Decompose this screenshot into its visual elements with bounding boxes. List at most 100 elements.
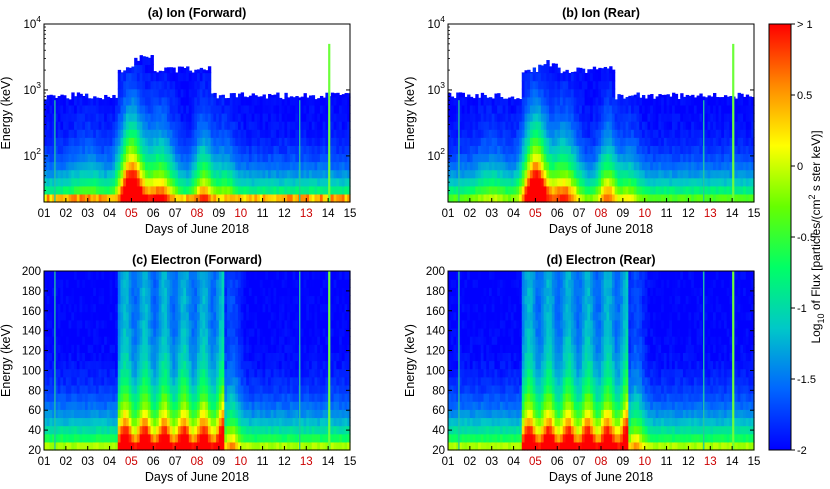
heatmap-cell	[183, 287, 187, 297]
heatmap-cell	[581, 145, 586, 155]
heatmap-cell	[224, 327, 228, 337]
heatmap-cell	[494, 161, 498, 171]
heatmap-cell	[273, 185, 277, 195]
heatmap-cell	[570, 104, 575, 114]
heatmap-cell	[117, 311, 122, 321]
heatmap-cell	[54, 185, 59, 195]
heatmap-cell	[319, 96, 324, 106]
heatmap-cell	[54, 409, 59, 419]
heatmap-cell	[235, 417, 239, 427]
heatmap-cell	[207, 145, 212, 155]
heatmap-cell	[295, 185, 299, 195]
heatmap-cell	[68, 384, 72, 394]
heatmap-cell	[180, 169, 184, 179]
heatmap-cell	[147, 279, 152, 288]
heatmap-cell	[158, 295, 163, 305]
heatmap-cell	[289, 161, 294, 171]
heatmap-cell	[52, 344, 56, 353]
heatmap-cell	[240, 161, 245, 171]
heatmap-cell	[227, 271, 231, 280]
heatmap-cell	[461, 145, 465, 155]
heatmap-cell	[276, 137, 280, 146]
heatmap-cell	[641, 153, 646, 163]
heatmap-cell	[177, 401, 182, 410]
heatmap-cell	[751, 161, 755, 171]
heatmap-cell	[183, 113, 187, 122]
heatmap-cell	[224, 417, 228, 427]
heatmap-cell	[104, 401, 108, 410]
heatmap-cell	[197, 401, 201, 410]
heatmap-cell	[333, 169, 337, 179]
heatmap-cell	[478, 121, 482, 130]
heatmap-cell	[549, 121, 553, 130]
heatmap-cell	[158, 145, 163, 155]
heatmap-cell	[71, 352, 75, 362]
heatmap-cell	[98, 360, 102, 370]
heatmap-cell	[134, 271, 138, 280]
heatmap-cell	[115, 113, 119, 122]
heatmap-cell	[205, 352, 209, 362]
heatmap-cell	[188, 80, 193, 90]
heatmap-cell	[311, 153, 316, 163]
heatmap-cell	[314, 113, 318, 122]
heatmap-cell	[718, 161, 722, 171]
heatmap-cell	[175, 161, 179, 171]
heatmap-cell	[464, 185, 468, 195]
heatmap-cell	[718, 169, 722, 179]
heatmap-cell	[587, 185, 591, 195]
heatmap-cell	[218, 153, 223, 163]
heatmap-cell	[535, 72, 539, 82]
heatmap-cell	[278, 193, 283, 203]
heatmap-cell	[210, 336, 214, 345]
heatmap-cell	[641, 113, 646, 122]
heatmap-cell	[109, 129, 113, 138]
heatmap-cell	[450, 161, 455, 171]
heatmap-cell	[273, 113, 277, 122]
heatmap-cell	[106, 368, 111, 378]
heatmap-cell	[672, 129, 676, 138]
heatmap-cell	[153, 368, 157, 378]
heatmap-cell	[131, 393, 135, 402]
heatmap-cell	[751, 153, 755, 163]
heatmap-cell	[227, 319, 231, 329]
heatmap-cell	[71, 409, 75, 419]
heatmap-cell	[120, 319, 124, 329]
heatmap-cell	[186, 279, 190, 288]
heatmap-cell	[197, 311, 201, 321]
heatmap-cell	[216, 368, 220, 378]
heatmap-cell	[322, 145, 327, 155]
heatmap-cell	[609, 185, 613, 195]
heatmap-cell	[284, 169, 288, 179]
heatmap-cell	[175, 177, 179, 187]
heatmap-cell	[71, 295, 75, 305]
heatmap-cell	[134, 113, 138, 122]
heatmap-cell	[581, 137, 586, 146]
heatmap-cell	[669, 96, 673, 98]
heatmap-cell	[104, 295, 108, 305]
heatmap-cell	[453, 98, 457, 106]
heatmap-cell	[71, 104, 75, 114]
heatmap-cell	[497, 129, 501, 138]
heatmap-cell	[183, 368, 187, 378]
heatmap-cell	[169, 360, 174, 370]
heatmap-cell	[573, 104, 578, 114]
heatmap-cell	[120, 96, 124, 106]
heatmap-cell	[309, 104, 313, 114]
heatmap-cell	[207, 96, 212, 106]
heatmap-cell	[188, 70, 193, 74]
heatmap-cell	[584, 169, 588, 179]
heatmap-cell	[191, 121, 195, 130]
heatmap-cell	[276, 92, 280, 98]
heatmap-cell	[562, 96, 567, 106]
heatmap-cell	[71, 271, 75, 280]
heatmap-cell	[497, 96, 501, 106]
heatmap-cell	[601, 129, 605, 138]
heatmap-cell	[109, 185, 113, 195]
heatmap-cell	[109, 161, 113, 171]
heatmap-cell	[161, 409, 165, 419]
heatmap-cell	[109, 303, 113, 313]
heatmap-cell	[560, 80, 564, 90]
heatmap-cell	[696, 169, 700, 179]
heatmap-cell	[322, 113, 327, 122]
